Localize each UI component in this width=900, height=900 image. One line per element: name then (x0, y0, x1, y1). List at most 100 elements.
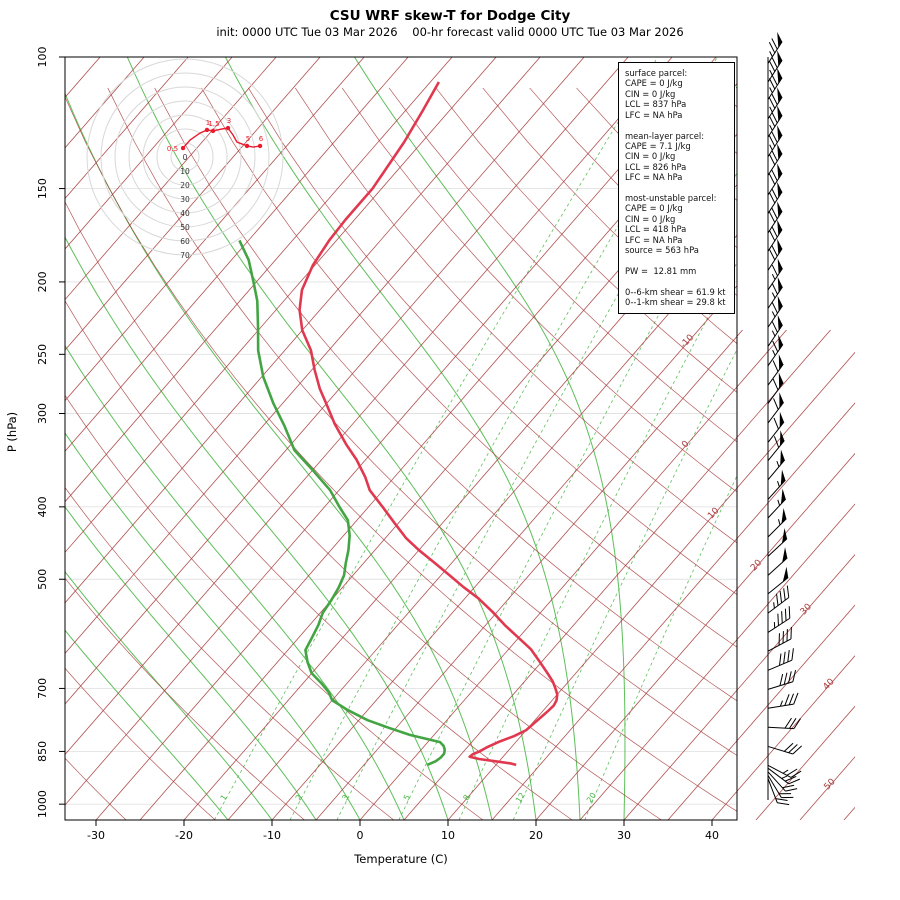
wind-barb (767, 771, 798, 792)
wind-barb (767, 488, 787, 519)
wind-barb (767, 31, 783, 64)
x-axis-title: Temperature (C) (354, 852, 448, 866)
hodograph-point-label: 0.5 (167, 145, 178, 153)
wind-barb (767, 295, 783, 328)
pressure-tick-label: 400 (36, 496, 49, 517)
pressure-tick-label: 500 (36, 569, 49, 590)
temperature-tick-label: 20 (529, 829, 543, 842)
wind-barb (767, 238, 783, 271)
wind-barb (767, 67, 783, 100)
wind-barb (767, 606, 791, 633)
wind-barb (767, 430, 785, 462)
hodograph-ring-label: 20 (180, 181, 190, 190)
hodograph-ring-label: 40 (180, 209, 190, 218)
mixing-ratio-label: 5 (402, 793, 412, 802)
temperature-tick-label: 10 (441, 829, 455, 842)
hodograph-ring-label: 50 (180, 223, 190, 232)
wind-barb (767, 527, 788, 557)
wind-barb (767, 392, 785, 424)
wind-barb (767, 566, 789, 595)
temperature-tick-label: -30 (87, 829, 105, 842)
wind-barb (767, 585, 790, 614)
pressure-tick-label: 250 (36, 344, 49, 365)
plot-frame (64, 56, 738, 821)
hodograph-ring-label: 70 (180, 251, 190, 260)
hodograph-point (244, 143, 250, 149)
pressure-tick-label: 200 (36, 271, 49, 292)
temperature-tick-label: -10 (263, 829, 281, 842)
wind-barb (767, 767, 801, 785)
isotherm-label: 0 (680, 439, 691, 450)
wind-barb (767, 778, 790, 806)
pressure-tick-label: 850 (36, 741, 49, 762)
hodograph-ring-label: 0 (183, 153, 188, 162)
dewpoint-trace (238, 239, 447, 767)
hodograph-point-label: 3 (227, 117, 231, 125)
pressure-tick-label: 700 (36, 678, 49, 699)
hodograph-point (180, 145, 186, 151)
wind-barb (767, 125, 783, 158)
hodograph-point (204, 127, 210, 133)
mixing-ratio-label: 2 (294, 793, 304, 802)
wind-barb (767, 258, 783, 291)
wind-barb (767, 626, 792, 652)
wind-barb (767, 50, 783, 83)
wind-barb (767, 508, 787, 538)
pressure-tick-label: 300 (36, 403, 49, 424)
temperature-tick-label: 40 (705, 829, 719, 842)
hodograph-ring-label: 10 (180, 167, 190, 176)
wind-barb (767, 163, 783, 196)
wind-barb (767, 201, 783, 234)
wind-barb (767, 276, 783, 309)
wind-barb (767, 692, 799, 709)
wind-barb (767, 181, 783, 214)
mixing-ratio-label: 3 (340, 793, 350, 802)
hodograph-ring-label: 30 (180, 195, 190, 204)
temperature-trace (298, 81, 559, 767)
wind-barb (767, 354, 784, 386)
moist-adiabats (65, 57, 626, 820)
mixing-ratio-label: 20 (585, 791, 598, 804)
temperature-tick-label: 0 (357, 829, 364, 842)
pressure-tick-label: 150 (36, 178, 49, 199)
wind-barb (767, 334, 784, 367)
temperature-tick-label: -20 (175, 829, 193, 842)
mixing-ratio-label: 8 (461, 793, 471, 802)
mixing-ratio-lines (214, 57, 737, 820)
hodograph-ring-label: 60 (180, 237, 190, 246)
wind-barb (767, 742, 802, 755)
wind-barb (767, 648, 794, 671)
parcel-info-box: surface parcel: CAPE = 0 J/kg CIN = 0 J/… (618, 62, 735, 314)
page-title: CSU WRF skew-T for Dodge City (329, 8, 571, 24)
page-subtitle: init: 0000 UTC Tue 03 Mar 2026 00-hr for… (216, 25, 684, 39)
wind-barb (767, 105, 783, 138)
wind-barb (767, 87, 783, 120)
wind-barb (767, 372, 784, 404)
wind-barb (767, 315, 783, 347)
wind-barb (767, 469, 786, 500)
wind-barb (767, 717, 801, 730)
pressure-tick-label: 1000 (36, 790, 49, 818)
hodograph-point (257, 143, 263, 149)
wind-barb (767, 775, 794, 799)
wind-barb (767, 143, 783, 176)
wind-barb (767, 764, 802, 778)
hodograph-point-label: 1.5 (208, 120, 219, 128)
dry-adiabats (65, 87, 737, 820)
y-axis-title: P (hPa) (5, 411, 19, 453)
wind-barb (767, 547, 788, 576)
pressure-tick-label: 100 (36, 47, 49, 68)
wind-barb (767, 219, 783, 252)
hodograph-point (210, 128, 216, 134)
wind-barb (767, 411, 785, 443)
hodograph-point-label: 6 (259, 135, 264, 143)
temperature-tick-label: 30 (617, 829, 631, 842)
isotherms (65, 57, 855, 820)
mixing-ratio-label: 1 (219, 793, 229, 802)
hodograph-point (225, 125, 231, 131)
hodograph-point-label: 5 (246, 135, 250, 143)
hodograph-point-label: 1 (206, 119, 210, 127)
